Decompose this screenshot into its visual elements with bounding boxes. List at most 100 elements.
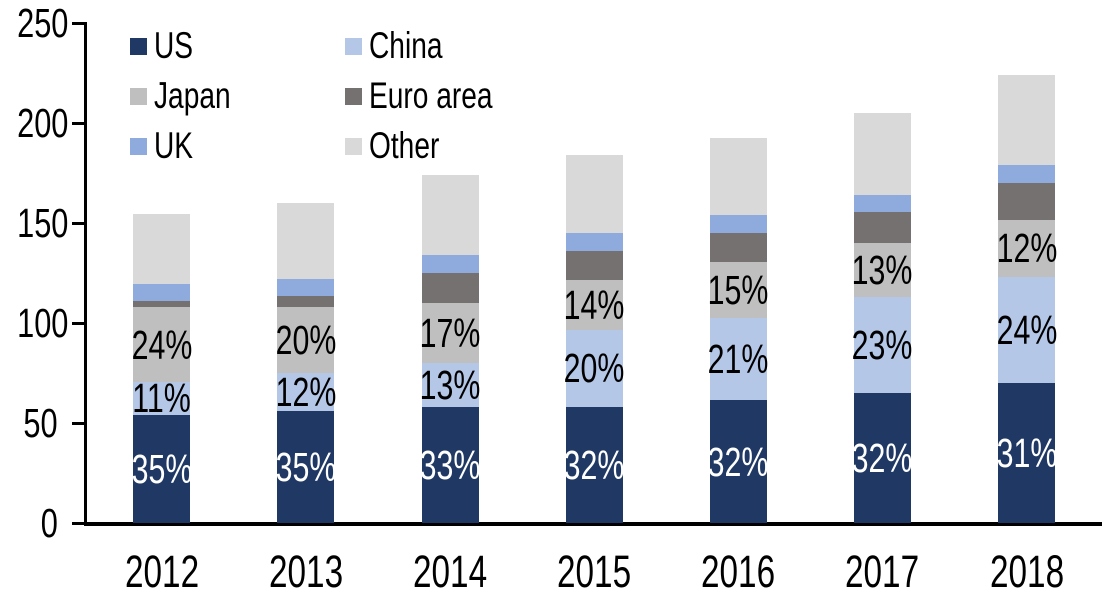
legend-swatch-japan-icon: [130, 87, 147, 105]
bar-segment-uk-2018: [998, 164, 1056, 183]
bar-segment-japan-2017: [853, 243, 911, 297]
x-tick-label-2017: 2017: [812, 549, 952, 595]
legend-label-uk: UK: [154, 127, 205, 165]
bar-segment-china-2015: [565, 329, 623, 407]
x-tick-label-text: 2014: [412, 546, 488, 597]
x-tick-label-text: 2012: [124, 546, 199, 597]
bar-segment-japan-2012: [133, 307, 191, 382]
y-tick-mark: [72, 321, 84, 325]
bar-segment-other-2012: [133, 214, 191, 284]
legend-swatch-euro-area-icon: [345, 87, 362, 105]
x-tick-label-2014: 2014: [380, 549, 520, 595]
legend-label-us: US: [154, 27, 205, 65]
y-tick-label: 200: [0, 102, 68, 144]
legend-label-text: Euro area: [369, 75, 493, 116]
legend-item-us: US: [130, 21, 345, 71]
y-tick-mark: [72, 421, 84, 425]
y-tick-label: 150: [0, 202, 68, 244]
legend-label-china: China: [369, 27, 466, 65]
bar-segment-china-2013: [277, 373, 335, 411]
y-tick-label-text: 150: [17, 200, 69, 247]
legend-item-uk: UK: [130, 121, 345, 171]
bar-segment-china-2012: [133, 381, 191, 415]
bar-segment-euro-area-2012: [133, 300, 191, 308]
bar-segment-uk-2016: [709, 214, 767, 233]
legend-item-euro-area: Euro area: [345, 71, 532, 121]
bar-segment-other-2013: [277, 202, 335, 279]
y-tick-mark: [72, 521, 84, 525]
y-tick-mark: [72, 21, 84, 25]
legend-label-text: US: [154, 25, 194, 66]
y-tick-label: 50: [0, 402, 58, 444]
bar-segment-japan-2013: [277, 306, 335, 374]
bar-segment-uk-2015: [565, 232, 623, 251]
y-axis-line: [84, 21, 87, 526]
y-tick-label: 250: [0, 2, 68, 44]
bar-segment-china-2014: [421, 363, 479, 407]
x-tick-label-text: 2017: [845, 546, 920, 597]
y-tick-label-text: 250: [17, 0, 69, 47]
legend-swatch-china-icon: [345, 37, 362, 55]
legend-swatch-us-icon: [130, 37, 147, 55]
legend-item-other: Other: [345, 121, 532, 171]
legend-label-japan: Japan: [154, 77, 255, 115]
x-tick-label-text: 2013: [268, 546, 343, 597]
y-tick-label: 0: [0, 502, 58, 544]
bar-segment-us-2014: [421, 406, 479, 524]
x-tick-label-2015: 2015: [524, 549, 664, 595]
bar-segment-china-2018: [998, 276, 1056, 384]
y-tick-label: 100: [0, 302, 68, 344]
x-tick-label-2013: 2013: [236, 549, 376, 595]
bar-segment-other-2016: [709, 138, 767, 215]
legend-label-text: UK: [154, 125, 194, 166]
x-tick-label-2016: 2016: [668, 549, 808, 595]
bar-segment-us-2015: [565, 406, 623, 524]
bar-segment-uk-2013: [277, 278, 335, 296]
bar-segment-us-2016: [709, 399, 767, 524]
legend: US China Japan Euro area UK Other: [130, 21, 532, 171]
bar-segment-other-2015: [565, 154, 623, 233]
x-tick-label-2012: 2012: [92, 549, 232, 595]
legend-label-text: Japan: [154, 75, 231, 116]
bar-segment-euro-area-2016: [709, 232, 767, 262]
bar-segment-euro-area-2015: [565, 250, 623, 280]
bar-segment-euro-area-2018: [998, 182, 1056, 220]
legend-swatch-other-icon: [345, 137, 362, 155]
legend-label-text: Other: [369, 125, 440, 166]
legend-label-text: China: [369, 25, 443, 66]
y-tick-label-text: 50: [23, 400, 58, 447]
y-tick-label-text: 100: [17, 300, 69, 347]
bar-segment-us-2017: [853, 393, 911, 524]
x-tick-label-text: 2015: [557, 546, 632, 597]
x-tick-label-2018: 2018: [957, 549, 1097, 595]
y-tick-label-text: 200: [17, 100, 69, 147]
x-axis-line: [84, 522, 1102, 526]
bar-segment-other-2014: [421, 174, 479, 255]
bar-segment-us-2018: [998, 383, 1056, 524]
legend-item-china: China: [345, 21, 532, 71]
bar-segment-us-2012: [133, 414, 191, 524]
bar-segment-euro-area-2017: [853, 211, 911, 244]
bar-segment-other-2017: [853, 112, 911, 196]
bar-segment-uk-2014: [421, 254, 479, 273]
bar-segment-japan-2014: [421, 302, 479, 364]
y-tick-label-text: 0: [40, 500, 58, 547]
bar-segment-euro-area-2014: [421, 272, 479, 303]
bar-segment-japan-2016: [709, 261, 767, 319]
bar-segment-china-2017: [853, 296, 911, 394]
y-tick-mark: [72, 221, 84, 225]
y-tick-mark: [72, 121, 84, 125]
bar-segment-japan-2018: [998, 219, 1056, 277]
bar-segment-euro-area-2013: [277, 295, 335, 307]
legend-item-japan: Japan: [130, 71, 345, 121]
bar-segment-china-2016: [709, 318, 767, 400]
legend-label-other: Other: [369, 127, 462, 165]
legend-swatch-uk-icon: [130, 137, 147, 155]
x-tick-label-text: 2016: [701, 546, 776, 597]
bar-segment-japan-2015: [565, 279, 623, 330]
bar-segment-other-2018: [998, 75, 1056, 165]
bar-segment-uk-2017: [853, 195, 911, 212]
bar-segment-us-2013: [277, 410, 335, 524]
bar-segment-uk-2012: [133, 283, 191, 301]
